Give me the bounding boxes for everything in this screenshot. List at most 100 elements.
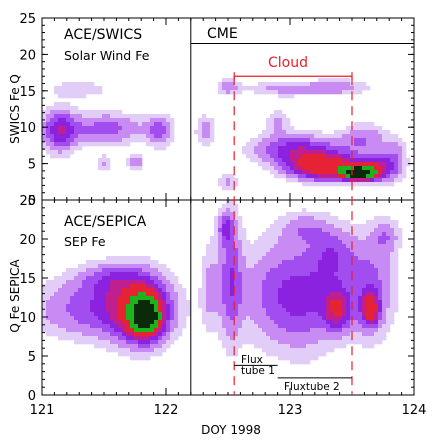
heatmap-cell xyxy=(362,316,367,321)
heatmap-cell xyxy=(370,150,375,155)
heatmap-cell xyxy=(66,292,71,297)
heatmap-cell xyxy=(130,138,135,143)
heatmap-cell xyxy=(94,126,99,131)
heatmap-cell xyxy=(390,220,395,225)
heatmap-cell xyxy=(350,162,355,167)
heatmap-cell xyxy=(274,328,279,333)
heatmap-cell xyxy=(270,260,275,265)
heatmap-cell xyxy=(282,348,287,353)
heatmap-cell xyxy=(390,268,395,273)
heatmap-cell xyxy=(358,276,363,281)
heatmap-cell xyxy=(178,332,183,337)
heatmap-cell xyxy=(362,248,367,253)
heatmap-cell xyxy=(74,312,79,317)
heatmap-cell xyxy=(118,340,123,345)
heatmap-cell xyxy=(322,244,327,249)
heatmap-cell xyxy=(70,122,75,127)
heatmap-cell xyxy=(282,280,287,285)
heatmap-cell xyxy=(230,216,235,221)
heatmap-cell xyxy=(266,86,271,91)
heatmap-cell xyxy=(210,328,215,333)
heatmap-cell xyxy=(278,122,283,127)
heatmap-cell xyxy=(326,308,331,313)
heatmap-cell xyxy=(78,304,83,309)
heatmap-cell xyxy=(386,236,391,241)
heatmap-cell xyxy=(306,296,311,301)
heatmap-cell xyxy=(262,292,267,297)
heatmap-cell xyxy=(42,320,47,325)
heatmap-cell xyxy=(106,162,111,167)
heatmap-cell xyxy=(310,240,315,245)
heatmap-cell xyxy=(50,138,55,143)
heatmap-cell xyxy=(210,264,215,269)
heatmap-cell xyxy=(150,268,155,273)
heatmap-cell xyxy=(346,82,351,87)
heatmap-cell xyxy=(138,288,143,293)
heatmap-cell xyxy=(74,292,79,297)
heatmap-cell xyxy=(378,130,383,135)
heatmap-cell xyxy=(306,300,311,305)
heatmap-cell xyxy=(74,126,79,131)
heatmap-cell xyxy=(370,268,375,273)
heatmap-cell xyxy=(226,328,231,333)
heatmap-cell xyxy=(230,182,235,187)
heatmap-cell xyxy=(218,320,223,325)
heatmap-cell xyxy=(102,122,107,127)
heatmap-cell xyxy=(298,268,303,273)
heatmap-cell xyxy=(150,284,155,289)
heatmap-cell xyxy=(362,344,367,349)
heatmap-cell xyxy=(54,300,59,305)
heatmap-cell xyxy=(322,174,327,179)
heatmap-cell xyxy=(274,236,279,241)
heatmap-cell xyxy=(358,312,363,317)
heatmap-cell xyxy=(134,296,139,301)
heatmap-cell xyxy=(278,118,283,123)
heatmap-cell xyxy=(102,276,107,281)
heatmap-cell xyxy=(174,276,179,281)
heatmap-cell xyxy=(286,212,291,217)
heatmap-cell xyxy=(106,276,111,281)
heatmap-cell xyxy=(130,356,135,361)
heatmap-cell xyxy=(226,224,231,229)
heatmap-cell xyxy=(106,130,111,135)
heatmap-cell xyxy=(362,126,367,131)
heatmap-cell xyxy=(366,324,371,329)
heatmap-cell xyxy=(106,308,111,313)
heatmap-cell xyxy=(250,296,255,301)
heatmap-cell xyxy=(54,150,59,155)
heatmap-cell xyxy=(206,118,211,123)
heatmap-cell xyxy=(226,240,231,245)
heatmap-cell xyxy=(162,138,167,143)
heatmap-cell xyxy=(154,304,159,309)
heatmap-cell xyxy=(358,82,363,87)
heatmap-cell xyxy=(126,280,131,285)
heatmap-cell xyxy=(162,304,167,309)
heatmap-cell xyxy=(186,308,191,313)
heatmap-cell xyxy=(274,308,279,313)
heatmap-cell xyxy=(158,272,163,277)
heatmap-cell xyxy=(306,260,311,265)
heatmap-cell xyxy=(362,174,367,179)
heatmap-cell xyxy=(354,154,359,159)
heatmap-cell xyxy=(118,324,123,329)
heatmap-cell xyxy=(166,344,171,349)
heatmap-cell xyxy=(46,304,51,309)
heatmap-cell xyxy=(274,304,279,309)
heatmap-cell xyxy=(58,280,63,285)
heatmap-cell xyxy=(138,158,143,163)
heatmap-cell xyxy=(58,296,63,301)
heatmap-cell xyxy=(262,348,267,353)
heatmap-cell xyxy=(242,268,247,273)
heatmap-cell xyxy=(346,232,351,237)
heatmap-cell xyxy=(42,146,47,151)
heatmap-cell xyxy=(294,256,299,261)
heatmap-cell xyxy=(162,146,167,151)
heatmap-cell xyxy=(254,264,259,269)
heatmap-cell xyxy=(246,240,251,245)
heatmap-cell xyxy=(370,244,375,249)
heatmap-cell xyxy=(262,158,267,163)
heatmap-cell xyxy=(46,300,51,305)
heatmap-cell xyxy=(78,316,83,321)
heatmap-cell xyxy=(206,316,211,321)
heatmap-cell xyxy=(386,178,391,183)
